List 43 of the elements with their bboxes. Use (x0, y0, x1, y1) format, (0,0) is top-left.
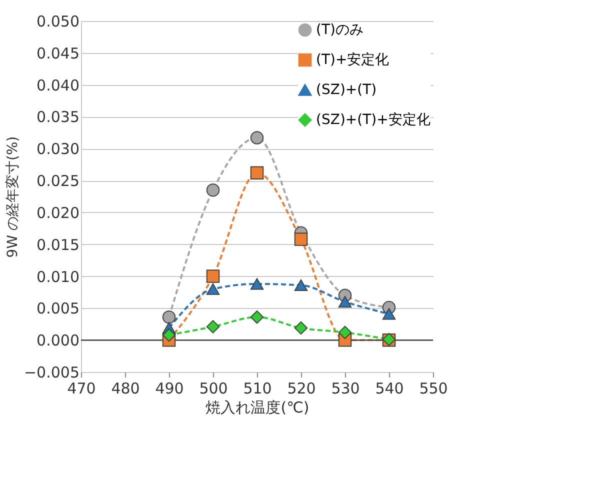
y-tick-label: 0.015 (36, 236, 80, 254)
point (294, 279, 308, 292)
point (250, 166, 264, 180)
x-tick-label: 470 (67, 380, 96, 398)
point (250, 278, 264, 290)
y-tick-label: 0.045 (36, 44, 80, 62)
x-tick-label: 540 (375, 380, 404, 398)
point (294, 321, 308, 335)
y-tick-label: 0.040 (36, 76, 80, 94)
y-tick-label: 0.020 (36, 204, 80, 222)
x-tick-label: 500 (199, 380, 228, 398)
point (206, 320, 220, 334)
legend-label: (SZ)+(T)+安定化 (316, 112, 430, 128)
x-tick-label: 510 (243, 380, 272, 398)
point (162, 328, 176, 342)
x-tick-label: 520 (287, 380, 316, 398)
y-tick-label: −0.005 (24, 364, 80, 382)
x-tick-label: 490 (155, 380, 184, 398)
legend-label: (SZ)+(T) (316, 82, 377, 98)
y-tick-label: 0.050 (36, 12, 80, 30)
point (294, 232, 308, 246)
y-tick-label: 0.005 (36, 300, 80, 318)
legend-label: (T)のみ (316, 22, 364, 38)
y-tick-label: 0.035 (36, 108, 80, 126)
x-axis-title: 焼入れ温度(℃) (206, 398, 310, 416)
point (338, 296, 352, 308)
point (206, 270, 220, 283)
point (338, 326, 352, 340)
point (162, 310, 176, 324)
y-tick-label: 0.010 (36, 268, 80, 286)
y-axis-title: 9W の経年変寸(%) (4, 136, 21, 258)
y-tick-label: 0.025 (36, 172, 80, 190)
point (382, 308, 396, 320)
point (250, 310, 264, 324)
point (206, 283, 220, 295)
x-tick-label: 530 (331, 380, 360, 398)
legend-label: (T)+安定化 (316, 52, 390, 68)
point (206, 184, 220, 197)
x-tick-label: 550 (419, 380, 448, 398)
y-tick-label: 0.000 (36, 332, 80, 350)
point (250, 131, 264, 144)
x-tick-label: 480 (111, 380, 140, 398)
y-tick-label: 0.030 (36, 140, 80, 158)
